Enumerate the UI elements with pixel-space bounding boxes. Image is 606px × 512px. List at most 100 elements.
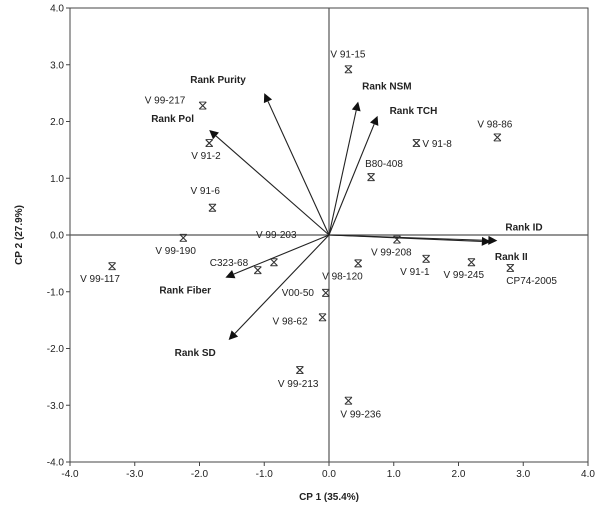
data-point: V 91-2 [191,139,221,162]
x-tick-label: -1.0 [256,469,274,480]
data-point: V 98-62 [273,313,327,327]
point-label: B80-408 [365,159,403,170]
point-label: V 99-203 [256,230,297,241]
point-marker-bars [205,139,213,148]
data-point: V 91-8 [412,139,452,150]
y-tick-label: 2.0 [50,117,64,128]
data-point: V 99-208 [371,235,412,259]
point-label: V 99-117 [80,274,120,285]
vector-label: Rank Pol [151,114,194,125]
point-label: V 99-245 [443,270,484,281]
genotype-points: V 91-15 V 99-217 V 91-2 V 91-8 V 98-86 B80-40… [80,49,557,420]
data-point: V 98-86 [477,119,513,142]
point-marker [295,366,304,374]
point-marker-bars [422,254,430,263]
vector-arrowhead [488,235,498,245]
point-marker [412,139,421,147]
point-marker-bars [208,203,216,212]
point-label: V 91-1 [400,267,430,278]
data-point: V 99-217 [145,96,207,110]
y-tick-label: 3.0 [50,60,64,71]
vector-line [215,135,330,236]
vector-arrowhead [351,101,361,112]
x-tick-label: -3.0 [126,469,144,480]
vector-arrowhead [209,130,219,140]
data-point: V 98-120 [322,259,363,282]
point-label: V 98-62 [273,316,308,327]
data-point: V 91-15 [330,49,366,74]
point-marker [321,288,330,297]
y-tick-label: -2.0 [47,344,65,355]
y-tick-label: -4.0 [47,458,65,469]
point-label: CP74-2005 [506,276,557,287]
vector-line [234,234,330,334]
loading-vectors: Rank Purity Rank Pol Rank NSM Rank TCH Rank … [151,75,542,359]
vector-line [328,234,482,242]
point-marker [253,266,262,275]
y-axis-ticks: -4.0 -3.0 -2.0 -1.0 0.0 1.0 2.0 3.0 4.0 [47,4,70,469]
vector-label: Rank TCH [390,106,438,117]
vector-arrowhead [228,330,239,340]
point-label: V00-50 [282,288,315,299]
point-marker-bars [412,139,420,148]
point-label: V 91-8 [422,139,452,150]
point-marker [354,259,363,268]
vector-line [328,123,375,236]
point-marker-bars [270,258,278,267]
data-point: CP74-2005 [506,263,557,287]
point-marker-bars [296,366,304,375]
data-point: V 99-213 [278,366,319,390]
x-tick-label: 0.0 [322,469,336,480]
point-marker-bars [254,266,262,275]
y-axis-title: CP 2 (27.9%) [14,205,25,265]
data-point: V 99-236 [340,396,381,421]
point-marker [344,65,353,74]
point-marker-bars [344,65,352,74]
data-point: V 91-6 [190,186,220,212]
data-point: V00-50 [282,288,330,299]
vector-label: Rank ID [505,223,542,234]
point-label: V 99-213 [278,379,319,390]
data-point: V 99-203 [256,230,297,267]
point-label: V 91-6 [190,186,220,197]
point-marker-bars [199,101,207,110]
point-marker [205,139,214,147]
y-tick-label: 4.0 [50,4,64,15]
point-marker-bars [367,173,375,182]
point-marker-bars [319,313,327,322]
point-label: V 98-86 [477,119,512,130]
vector-line [328,110,357,236]
x-tick-label: -2.0 [191,469,209,480]
point-marker-bars [467,258,475,267]
point-marker [318,313,327,322]
point-marker [393,235,401,244]
data-point: B80-408 [365,159,403,182]
point-label: V 99-236 [340,410,381,421]
point-marker [344,396,353,405]
x-tick-label: 1.0 [387,469,401,480]
data-point: V 91-1 [400,254,430,278]
point-marker [493,133,502,142]
y-tick-label: 1.0 [50,174,64,185]
point-marker [208,203,217,212]
point-marker-bars [179,233,187,242]
x-axis-title: CP 1 (35.4%) [299,492,359,503]
y-tick-label: -1.0 [47,287,65,298]
point-label: V 99-217 [145,96,186,107]
point-marker [108,262,116,271]
vector-line [267,101,330,236]
point-marker [198,101,207,110]
vector-line [233,234,330,275]
point-label: V 98-120 [322,271,363,282]
x-tick-label: 4.0 [581,469,595,480]
vector-label: Rank II [495,252,528,263]
data-point: V 99-190 [155,233,196,257]
x-tick-label: -4.0 [61,469,79,480]
x-tick-label: 3.0 [516,469,530,480]
point-marker-bars [393,235,401,244]
point-marker [270,258,278,267]
point-marker [179,233,188,242]
point-label: V 99-208 [371,248,412,259]
x-axis-ticks: -4.0 -3.0 -2.0 -1.0 0.0 1.0 2.0 3.0 4.0 [61,462,595,480]
